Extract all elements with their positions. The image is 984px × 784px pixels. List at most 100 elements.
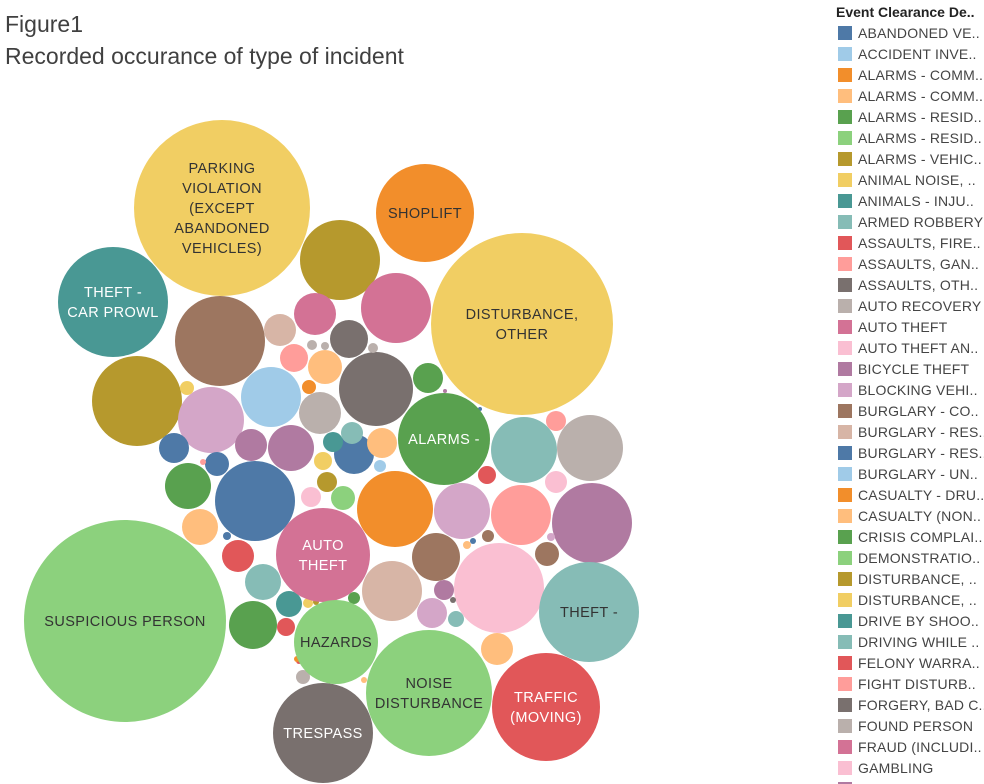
bubble[interactable]	[357, 471, 433, 547]
bubble[interactable]	[308, 350, 342, 384]
legend-item[interactable]: AUTO THEFT AN..	[836, 337, 984, 358]
bubble[interactable]	[368, 343, 378, 353]
bubble[interactable]	[434, 483, 490, 539]
legend-item[interactable]: ASSAULTS, GAN..	[836, 253, 984, 274]
bubble[interactable]	[323, 432, 343, 452]
legend-item[interactable]: DISTURBANCE, ..	[836, 568, 984, 589]
legend-item[interactable]: ALARMS - RESID..	[836, 106, 984, 127]
legend-title[interactable]: Event Clearance De..	[836, 4, 975, 20]
legend-item[interactable]: ALARMS - RESID..	[836, 127, 984, 148]
legend-item[interactable]: ANIMAL NOISE, ..	[836, 169, 984, 190]
legend-item[interactable]: BURGLARY - CO..	[836, 400, 984, 421]
bubble[interactable]	[180, 381, 194, 395]
bubble[interactable]	[241, 367, 301, 427]
bubble[interactable]	[478, 466, 496, 484]
bubble[interactable]	[450, 597, 456, 603]
bubble[interactable]	[341, 422, 363, 444]
bubble[interactable]	[294, 293, 336, 335]
bubble[interactable]	[182, 509, 218, 545]
bubble[interactable]	[481, 633, 513, 665]
bubble[interactable]	[413, 363, 443, 393]
labeled-bubble[interactable]	[431, 233, 613, 415]
bubble[interactable]	[317, 472, 337, 492]
legend-item[interactable]: ASSAULTS, OTH..	[836, 274, 984, 295]
bubble[interactable]	[367, 428, 397, 458]
bubble[interactable]	[545, 471, 567, 493]
bubble[interactable]	[302, 380, 316, 394]
bubble[interactable]	[268, 425, 314, 471]
bubble[interactable]	[277, 618, 295, 636]
bubble[interactable]	[552, 483, 632, 563]
bubble[interactable]	[482, 530, 494, 542]
labeled-bubble[interactable]	[24, 520, 226, 722]
bubble[interactable]	[454, 543, 544, 633]
labeled-bubble[interactable]	[398, 393, 490, 485]
legend-item[interactable]: BURGLARY - UN..	[836, 463, 984, 484]
bubble[interactable]	[374, 460, 386, 472]
bubble[interactable]	[235, 429, 267, 461]
legend-item[interactable]: FELONY WARRA..	[836, 652, 984, 673]
legend-item[interactable]: ALARMS - VEHIC..	[836, 148, 984, 169]
bubble[interactable]	[334, 434, 374, 474]
labeled-bubble[interactable]	[376, 164, 474, 262]
bubble[interactable]	[280, 344, 308, 372]
bubble[interactable]	[200, 459, 206, 465]
legend-item[interactable]: GANG GRAFFITI	[836, 778, 984, 784]
legend-item[interactable]: GAMBLING	[836, 757, 984, 778]
bubble[interactable]	[299, 392, 341, 434]
bubble[interactable]	[331, 486, 355, 510]
legend-item[interactable]: BURGLARY - RES..	[836, 442, 984, 463]
labeled-bubble[interactable]	[273, 683, 373, 783]
bubble[interactable]	[165, 463, 211, 509]
labeled-bubble[interactable]	[492, 653, 600, 761]
bubble[interactable]	[443, 389, 447, 393]
legend-item[interactable]: AUTO RECOVERY	[836, 295, 984, 316]
legend-item[interactable]: CRISIS COMPLAI..	[836, 526, 984, 547]
bubble[interactable]	[222, 540, 254, 572]
legend-item[interactable]: ALARMS - COMM..	[836, 64, 984, 85]
legend-item[interactable]: BLOCKING VEHI..	[836, 379, 984, 400]
legend-item[interactable]: CASUALTY (NON..	[836, 505, 984, 526]
labeled-bubble[interactable]	[294, 600, 378, 684]
bubble[interactable]	[205, 452, 229, 476]
legend-item[interactable]: BICYCLE THEFT	[836, 358, 984, 379]
bubble[interactable]	[448, 611, 464, 627]
labeled-bubble[interactable]	[134, 120, 310, 296]
bubble[interactable]	[178, 387, 244, 453]
legend-item[interactable]: DRIVE BY SHOO..	[836, 610, 984, 631]
bubble[interactable]	[296, 670, 310, 684]
bubble[interactable]	[535, 542, 559, 566]
labeled-bubble[interactable]	[366, 630, 492, 756]
bubble[interactable]	[300, 220, 380, 300]
legend-item[interactable]: ARMED ROBBERY	[836, 211, 984, 232]
legend-item[interactable]: ASSAULTS, FIRE..	[836, 232, 984, 253]
bubble[interactable]	[223, 532, 231, 540]
bubble[interactable]	[557, 415, 623, 481]
legend-item[interactable]: AUTO THEFT	[836, 316, 984, 337]
labeled-bubble[interactable]	[58, 247, 168, 357]
bubble[interactable]	[361, 677, 367, 683]
bubble[interactable]	[264, 314, 296, 346]
legend-item[interactable]: FIGHT DISTURB..	[836, 673, 984, 694]
legend-item[interactable]: ABANDONED VE..	[836, 22, 984, 43]
bubble[interactable]	[307, 340, 317, 350]
legend-item[interactable]: DEMONSTRATIO..	[836, 547, 984, 568]
bubble[interactable]	[301, 487, 321, 507]
legend-item[interactable]: BURGLARY - RES..	[836, 421, 984, 442]
bubble[interactable]	[321, 342, 329, 350]
legend-item[interactable]: ACCIDENT INVE..	[836, 43, 984, 64]
bubble[interactable]	[546, 411, 566, 431]
bubble[interactable]	[491, 417, 557, 483]
bubble[interactable]	[330, 320, 368, 358]
bubble[interactable]	[491, 485, 551, 545]
bubble[interactable]	[463, 541, 471, 549]
bubble[interactable]	[348, 592, 360, 604]
legend-item[interactable]: ALARMS - COMM..	[836, 85, 984, 106]
legend-item[interactable]: FRAUD (INCLUDI..	[836, 736, 984, 757]
legend-item[interactable]: DISTURBANCE, ..	[836, 589, 984, 610]
legend-item[interactable]: FORGERY, BAD C..	[836, 694, 984, 715]
labeled-bubble[interactable]	[539, 562, 639, 662]
bubble[interactable]	[361, 273, 431, 343]
bubble[interactable]	[303, 598, 313, 608]
bubble[interactable]	[339, 352, 413, 426]
